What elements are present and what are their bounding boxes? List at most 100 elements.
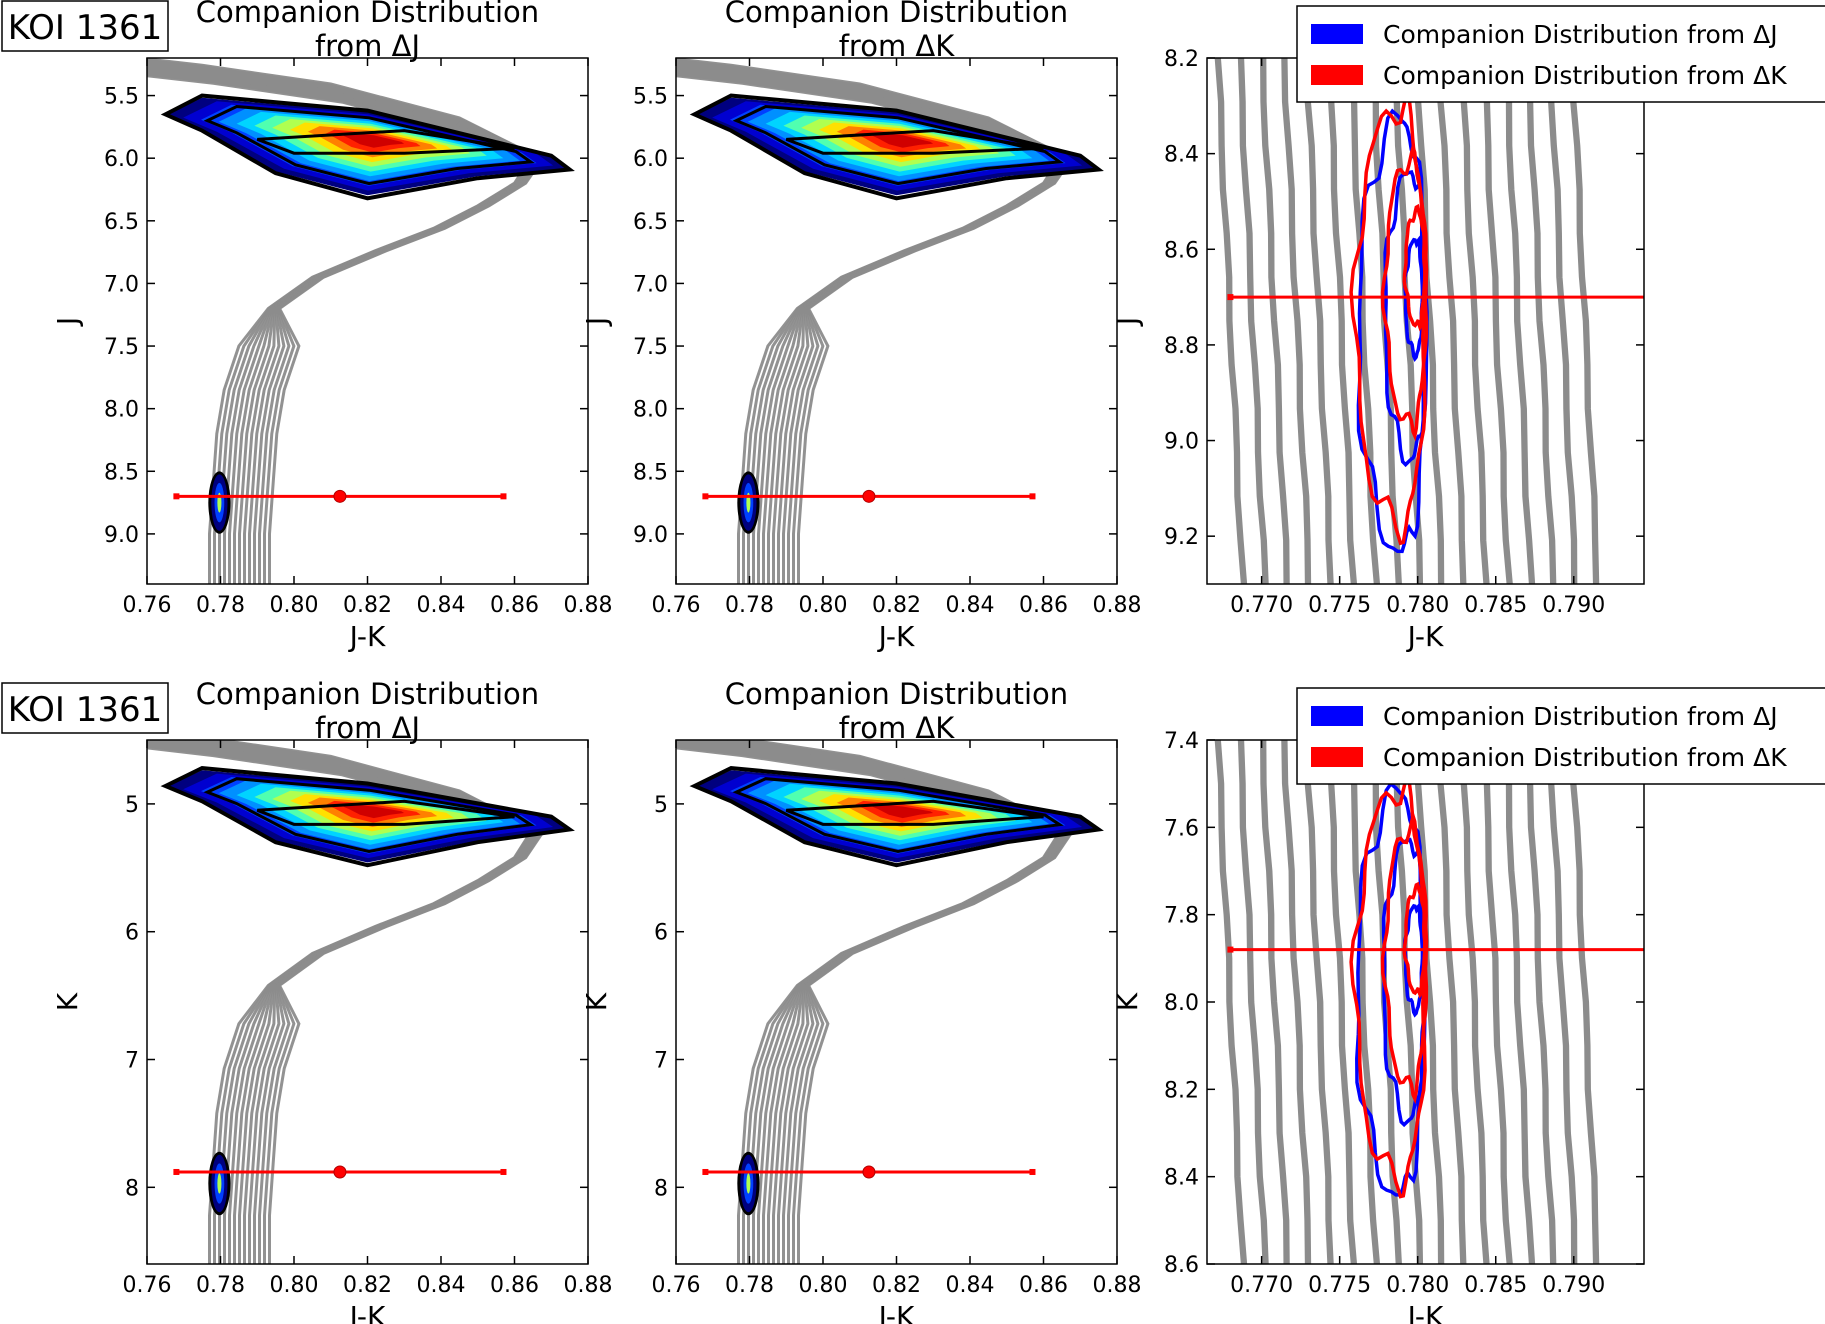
isochrone-track bbox=[1395, 740, 1424, 1264]
plot-area bbox=[676, 58, 1104, 584]
density-contour-inner bbox=[256, 129, 515, 155]
density-contour-inner bbox=[256, 799, 515, 826]
y-axis-label: K bbox=[580, 992, 613, 1011]
legend-label: Companion Distribution from ΔK bbox=[1383, 61, 1787, 90]
density-contour-inner bbox=[785, 129, 1044, 155]
x-tick-label: 0.78 bbox=[725, 593, 774, 618]
isochrone-track bbox=[1370, 58, 1400, 584]
isochrone-track bbox=[1438, 58, 1467, 584]
panel-bottom-right: 0.770 0.775 0.780 0.785 0.790 7.4 7.6 7.8 8.0 8.2… bbox=[1111, 687, 1825, 1324]
panel-top-middle: 0.76 0.78 0.80 0.82 0.84 0.86 0.88 5.5 6.0 6.5 7.0… bbox=[580, 0, 1141, 653]
errorbar-cap-left bbox=[173, 1168, 180, 1175]
density-contour-mid bbox=[203, 777, 535, 854]
chart-title-line: Companion Distribution bbox=[196, 0, 539, 29]
isochrone-track bbox=[1284, 58, 1312, 584]
x-tick-label: 0.775 bbox=[1308, 1273, 1371, 1298]
x-tick-label: 0.82 bbox=[872, 1273, 921, 1298]
density-contour-outer bbox=[160, 93, 575, 201]
isochrone-track bbox=[1237, 58, 1266, 584]
y-tick-label: 8.2 bbox=[1164, 1078, 1199, 1103]
x-tick-label: 0.80 bbox=[270, 593, 319, 618]
isochrone-track bbox=[1435, 740, 1464, 1264]
isochrone-track bbox=[1568, 58, 1597, 584]
isochrone-track bbox=[1281, 58, 1309, 584]
errorbar-cap-left bbox=[702, 493, 709, 500]
legend-box bbox=[1296, 5, 1825, 103]
object-label-box bbox=[1, 0, 169, 52]
x-tick-label: 0.86 bbox=[1019, 593, 1068, 618]
x-tick-label: 0.84 bbox=[417, 593, 466, 618]
errorbar-cap-right bbox=[1029, 493, 1036, 500]
contour-deltaK bbox=[1380, 809, 1429, 1105]
y-tick-label: 7 bbox=[654, 1049, 668, 1074]
x-tick-label: 0.76 bbox=[652, 593, 701, 618]
isochrone-track bbox=[1526, 740, 1554, 1264]
x-tick-label: 0.790 bbox=[1542, 1273, 1605, 1298]
x-tick-label: 0.770 bbox=[1230, 593, 1293, 618]
x-tick-label: 0.82 bbox=[343, 1273, 392, 1298]
y-tick-label: 8.4 bbox=[1164, 1166, 1199, 1191]
x-tick-label: 0.78 bbox=[196, 1273, 245, 1298]
plot-area bbox=[147, 58, 575, 584]
y-tick-label: 8.0 bbox=[1164, 991, 1199, 1016]
isochrone-track bbox=[1284, 740, 1312, 1264]
chart-title-line: from ΔJ bbox=[315, 711, 420, 745]
x-tick-label: 0.80 bbox=[799, 1273, 848, 1298]
y-axis-label: J bbox=[580, 317, 613, 327]
object-label: KOI 1361 bbox=[8, 8, 163, 48]
x-tick-label: 0.86 bbox=[490, 593, 539, 618]
isochrone-track bbox=[1260, 740, 1287, 1264]
y-tick-label: 8 bbox=[654, 1176, 668, 1201]
x-tick-label: 0.780 bbox=[1386, 593, 1449, 618]
isochrone-track bbox=[1459, 58, 1490, 584]
contour-deltaK bbox=[1380, 140, 1429, 442]
legend-swatch bbox=[1311, 747, 1363, 767]
contour-deltaK bbox=[1402, 881, 1427, 999]
density-contour-mid bbox=[203, 104, 535, 186]
panel-bottom-middle: 0.76 0.78 0.80 0.82 0.84 0.86 0.88 5 6 7 8 J-K K Comp… bbox=[580, 677, 1141, 1324]
isochrone-track bbox=[1324, 58, 1355, 584]
isochrone-track bbox=[1327, 740, 1358, 1264]
isochrone-track bbox=[1503, 740, 1533, 1264]
density-contour-outer bbox=[689, 766, 1104, 868]
y-tick-label: 5 bbox=[654, 793, 668, 818]
y-tick-label: 8.6 bbox=[1164, 238, 1199, 263]
y-tick-label: 7.8 bbox=[1164, 904, 1199, 929]
isochrone-track bbox=[1528, 58, 1557, 584]
density-contour-fill bbox=[872, 133, 934, 148]
y-tick-label: 5.5 bbox=[633, 85, 668, 110]
density-contour-inner bbox=[785, 799, 1044, 826]
object-label: KOI 1361 bbox=[8, 690, 163, 730]
isochrone-track bbox=[1482, 58, 1513, 584]
y-tick-label: 8.4 bbox=[1164, 143, 1199, 168]
panel-top-right: 0.770 0.775 0.780 0.785 0.790 8.2 8.4 8.6 8.8 9.0… bbox=[1111, 5, 1825, 653]
legend-swatch bbox=[1311, 65, 1363, 85]
primary-star-marker bbox=[862, 1165, 876, 1179]
isochrone-track bbox=[1240, 740, 1269, 1264]
y-tick-label: 7.6 bbox=[1164, 816, 1199, 841]
x-tick-label: 0.76 bbox=[123, 1273, 172, 1298]
isochrone-track bbox=[1237, 740, 1266, 1264]
y-tick-label: 5 bbox=[125, 793, 139, 818]
chart-title: Companion Distribution from ΔJ bbox=[196, 0, 539, 63]
x-tick-label: 0.80 bbox=[799, 593, 848, 618]
y-tick-label: 9.0 bbox=[104, 523, 139, 548]
isochrone-track bbox=[1506, 740, 1536, 1264]
y-axis-label: K bbox=[1111, 992, 1144, 1011]
chart-title-line: Companion Distribution bbox=[725, 677, 1068, 711]
isochrone-track bbox=[1417, 740, 1445, 1264]
isochrone-track bbox=[1260, 58, 1287, 584]
isochrone-track bbox=[1302, 740, 1331, 1264]
primary-star-marker bbox=[333, 1165, 347, 1179]
y-tick-label: 8.0 bbox=[633, 398, 668, 423]
isochrone-track bbox=[1262, 58, 1290, 584]
x-tick-label: 0.84 bbox=[946, 1273, 995, 1298]
density-contour-mid bbox=[732, 777, 1064, 854]
isochrone-track bbox=[1568, 740, 1597, 1264]
density-contour-fill bbox=[343, 804, 405, 819]
x-tick-label: 0.76 bbox=[123, 593, 172, 618]
y-tick-label: 9.0 bbox=[1164, 430, 1199, 455]
y-tick-label: 7.4 bbox=[1164, 729, 1199, 754]
y-tick-label: 8.2 bbox=[1164, 47, 1199, 72]
x-tick-label: 0.780 bbox=[1386, 1273, 1449, 1298]
